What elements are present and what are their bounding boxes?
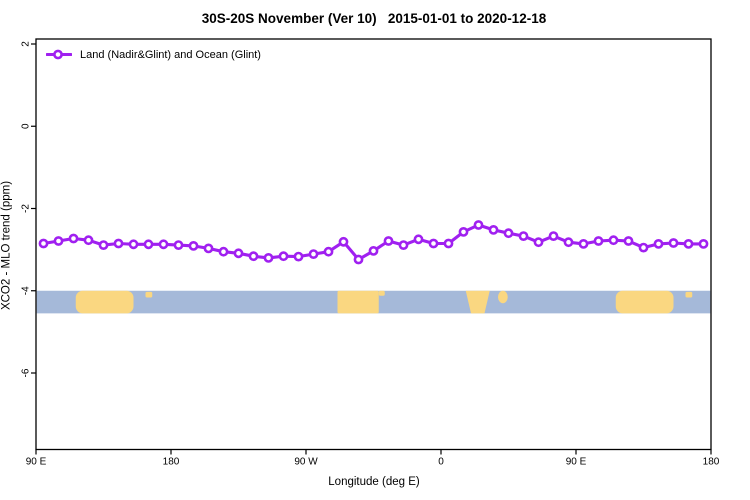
data-point-marker (533, 237, 544, 248)
x-tick-label: 90 W (294, 457, 318, 468)
data-point-marker (608, 235, 619, 246)
land-new-caledonia (145, 291, 153, 298)
data-point-marker (188, 240, 199, 251)
data-point-marker (668, 238, 679, 248)
data-point-marker (653, 238, 664, 249)
x-axis-title: Longitude (deg E) (328, 476, 420, 488)
x-tick-label: 180 (163, 457, 180, 468)
data-point-marker (638, 242, 649, 253)
data-point-marker (323, 246, 334, 257)
y-tick-label: 2 (21, 41, 32, 47)
land-south-america (337, 290, 379, 314)
data-point-marker (473, 220, 484, 230)
data-point-marker (443, 238, 454, 249)
y-tick-label: -4 (21, 286, 32, 295)
data-point-marker (68, 233, 79, 244)
data-point-marker (308, 249, 319, 259)
data-point-marker (458, 226, 469, 237)
data-point-marker (158, 239, 169, 250)
data-point-marker (488, 224, 499, 235)
legend: Land (Nadir&Glint) and Ocean (Glint) (46, 47, 261, 62)
data-point-marker (578, 238, 589, 249)
land-southern-africa (465, 290, 490, 314)
legend-sample-icon (46, 49, 72, 60)
data-point-marker (518, 231, 529, 241)
data-point-marker (143, 239, 154, 250)
data-point-marker (53, 236, 64, 246)
y-tick-label: -2 (21, 204, 32, 213)
data-point-marker (413, 234, 424, 245)
data-point-marker (398, 240, 409, 250)
data-point-marker (218, 246, 229, 257)
data-point-marker (233, 248, 244, 259)
x-tick-label: 0 (438, 457, 444, 468)
data-point-marker (593, 236, 604, 246)
chart-title: 30S-20S November (Ver 10) 2015-01-01 to … (201, 11, 547, 26)
land-brazil-east-tip (378, 290, 385, 296)
data-point-marker (698, 238, 709, 249)
x-tick-label: 90 E (566, 457, 587, 468)
data-point-marker (128, 239, 139, 250)
land-madagascar (498, 290, 508, 304)
data-point-marker (98, 240, 109, 250)
y-tick-label: 0 (21, 123, 32, 129)
land-australia-wrap (615, 290, 674, 314)
data-point-marker (623, 236, 634, 246)
data-point-marker (503, 228, 514, 239)
data-point-marker (383, 236, 394, 246)
data-point-marker (368, 245, 379, 256)
plot-border (35, 38, 712, 451)
data-point-marker (173, 240, 184, 250)
land-australia (75, 290, 134, 314)
data-point-marker (548, 231, 559, 241)
data-point-marker (38, 238, 49, 249)
data-point-marker (338, 236, 349, 247)
data-point-marker (563, 237, 574, 248)
data-point-marker (683, 238, 694, 249)
data-point-marker (353, 254, 364, 265)
data-point-marker (278, 251, 289, 262)
y-axis-title: XCO2 - MLO trend (ppm) (0, 180, 13, 311)
data-point-marker (113, 238, 124, 249)
data-point-marker (248, 251, 259, 262)
data-point-marker (83, 235, 94, 246)
data-point-marker (293, 251, 304, 262)
data-point-marker (428, 238, 439, 249)
y-tick-label: -6 (21, 368, 32, 377)
data-point-marker (203, 243, 214, 254)
x-tick-label: 180 (703, 457, 720, 468)
data-point-marker (263, 252, 274, 263)
x-tick-label: 90 E (26, 457, 47, 468)
legend-label: Land (Nadir&Glint) and Ocean (Glint) (80, 48, 261, 61)
land-new-caledonia-wrap (685, 291, 693, 298)
